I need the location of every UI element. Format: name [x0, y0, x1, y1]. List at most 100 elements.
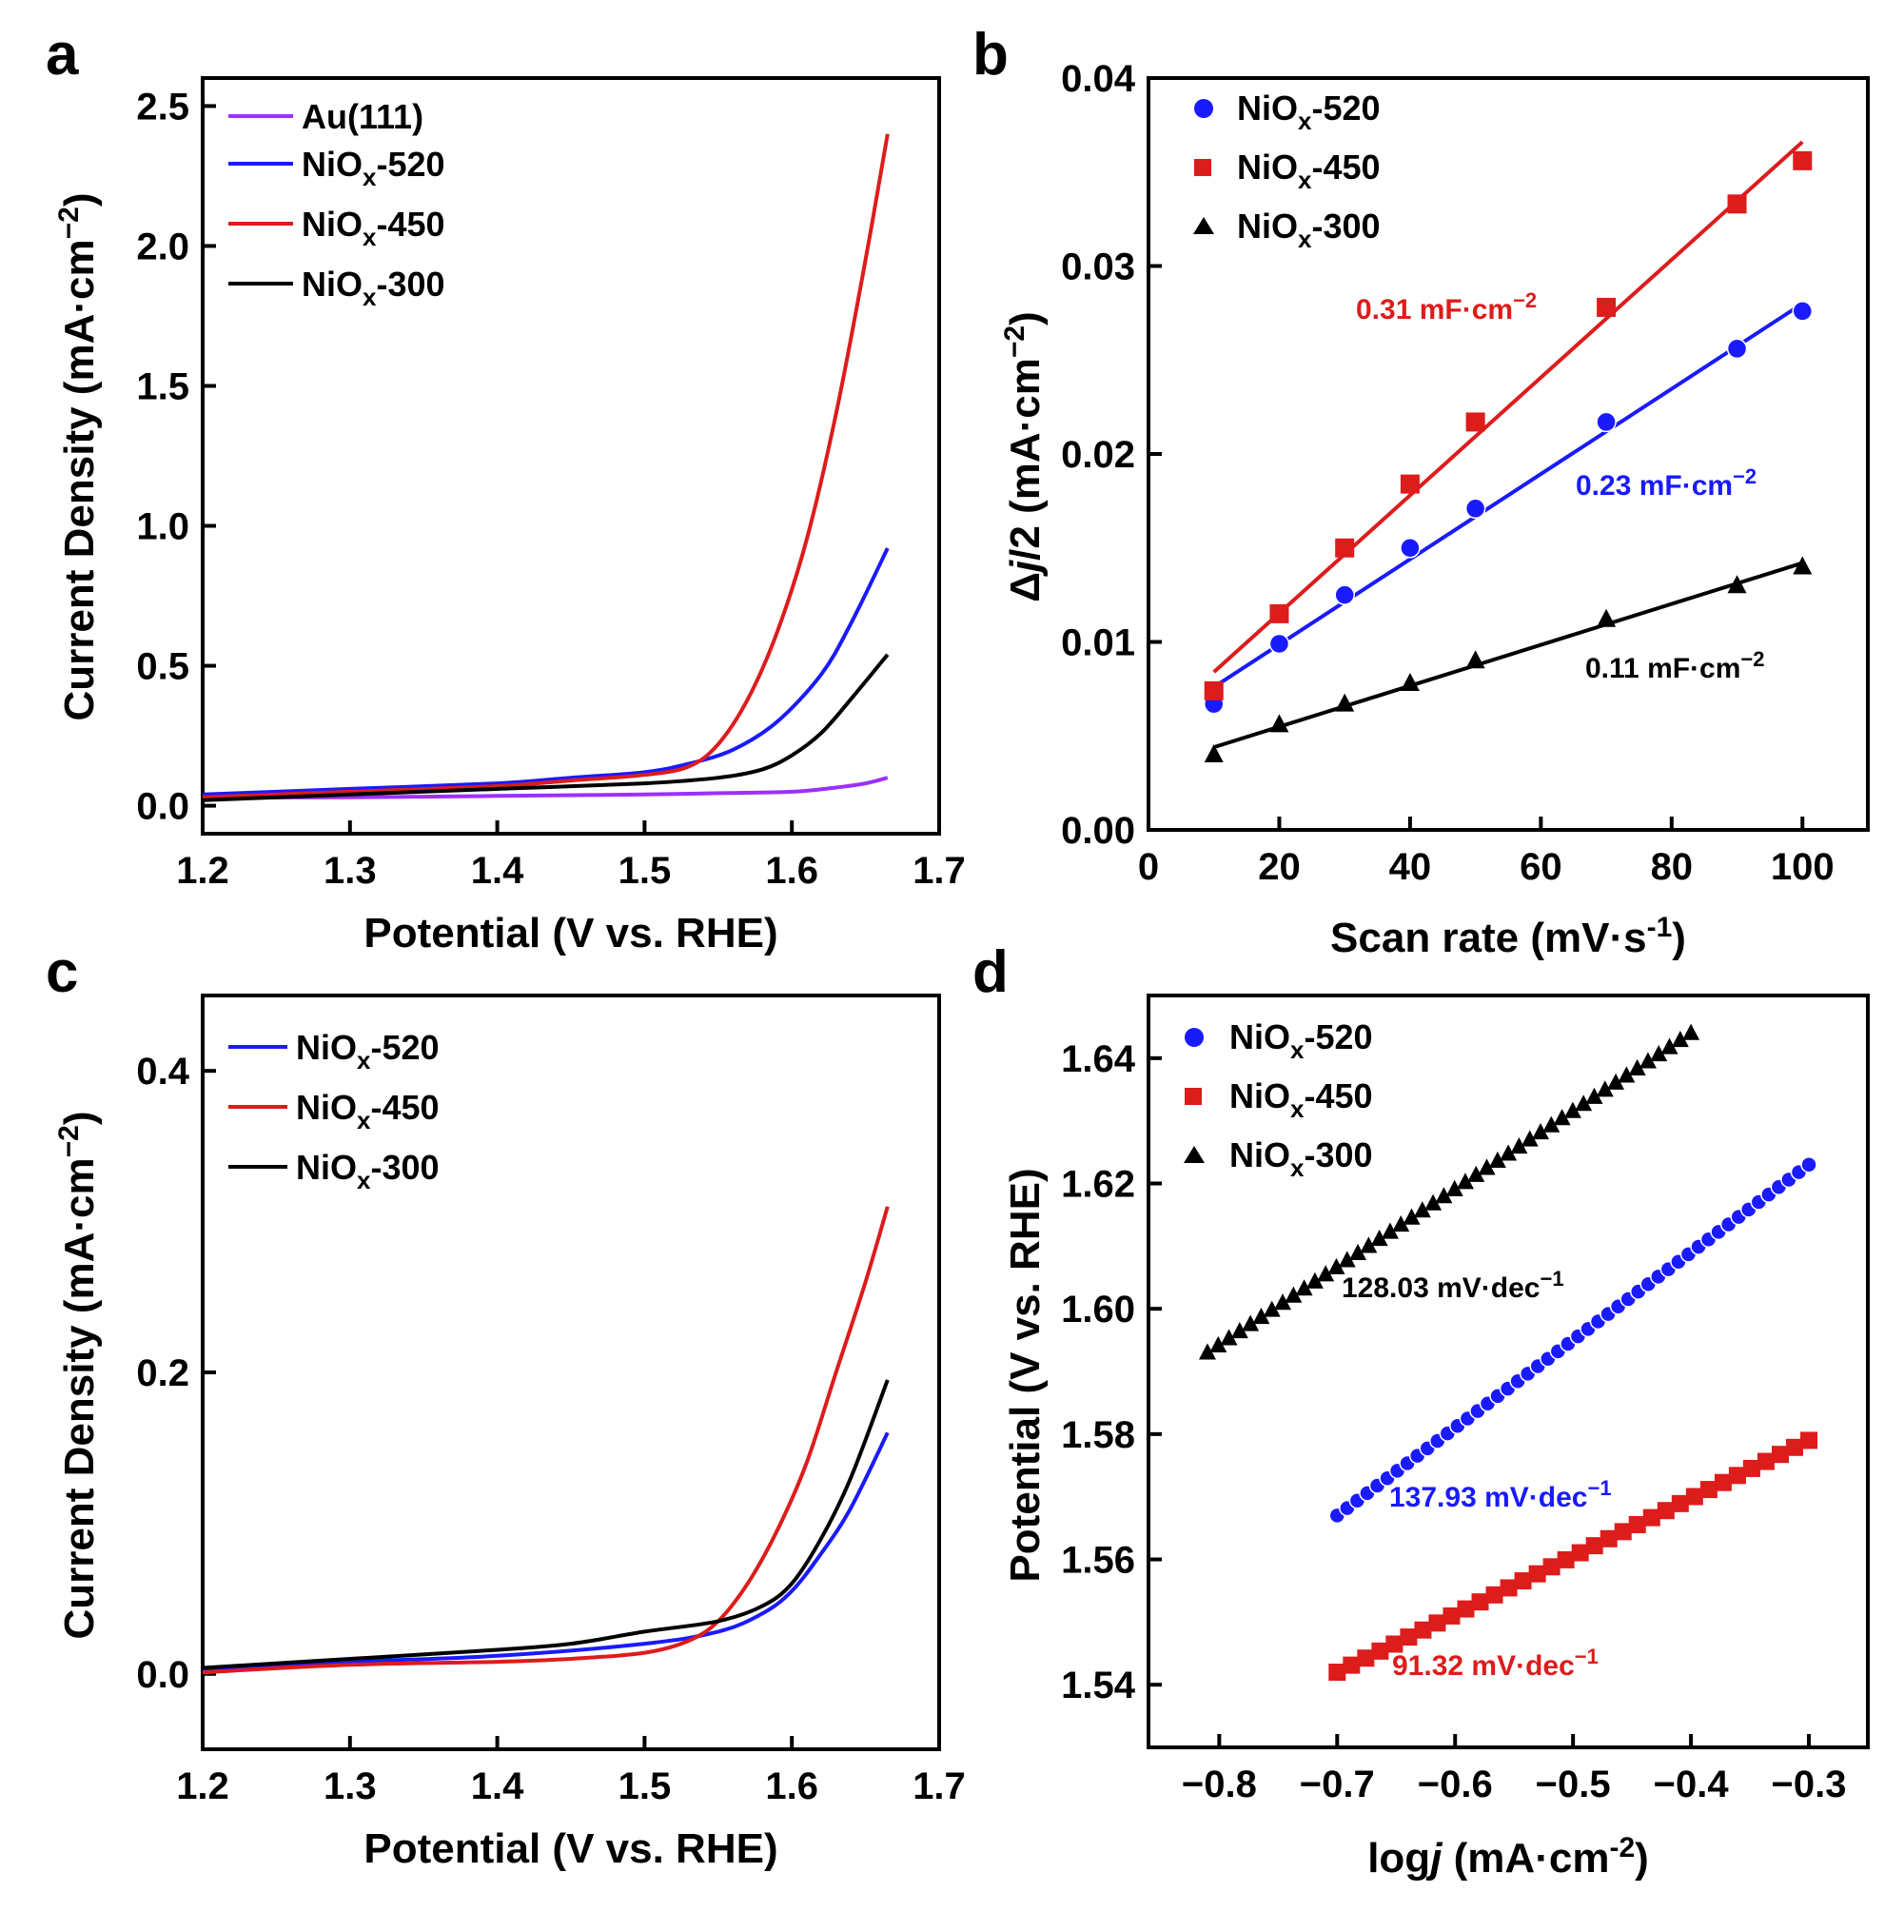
x-tick-label-d-2: −0.6	[1418, 1764, 1493, 1805]
point-d-niox450-25	[1685, 1488, 1703, 1506]
panel-a-xlabel: Potential (V vs. RHE)	[363, 910, 777, 956]
point-d-niox450-2	[1357, 1649, 1375, 1667]
annotation-d-black: 128.03 mV·dec−1	[1342, 1267, 1564, 1304]
point-d-niox450-32	[1786, 1438, 1804, 1456]
point-d-niox300-4	[1242, 1314, 1260, 1331]
legend-label-niox450: NiOx-450	[302, 205, 445, 251]
point-d-niox450-29	[1742, 1459, 1760, 1477]
legend-marker-niox520-b	[1194, 99, 1213, 118]
point-d-niox300-7	[1274, 1293, 1292, 1311]
y-tick-label-d-1: 1.56	[1061, 1540, 1135, 1582]
legend-label-niox300: NiOx-300	[302, 265, 445, 311]
point-d-niox300-6	[1263, 1300, 1281, 1317]
point-d-niox450-23	[1657, 1502, 1675, 1520]
panel-d-ylabel: Potential (V vs. RHE)	[1002, 1168, 1049, 1582]
panel-letter-a: a	[46, 22, 79, 88]
y-tick-label-d-5: 1.64	[1061, 1038, 1136, 1080]
point-d-niox520-47	[1800, 1156, 1817, 1173]
point-d-niox300-38	[1607, 1073, 1625, 1090]
point-d-niox450-28	[1728, 1467, 1746, 1485]
legend-label-niox520-d: NiOx-520	[1229, 1017, 1373, 1064]
point-b-niox520-7	[1792, 301, 1814, 322]
point-d-niox450-3	[1371, 1642, 1389, 1660]
x-tick-label-b-4: 80	[1651, 846, 1694, 888]
point-d-niox450-31	[1771, 1446, 1789, 1464]
panel-d-legend: NiOx-520 NiOx-450 NiOx-300	[1184, 1017, 1373, 1182]
point-d-niox450-22	[1642, 1508, 1660, 1527]
point-b-niox450-3	[1400, 474, 1420, 494]
point-d-niox450-24	[1671, 1494, 1689, 1512]
point-d-niox300-39	[1618, 1066, 1636, 1083]
point-d-niox300-18	[1392, 1215, 1410, 1232]
x-tick-label-b-2: 40	[1389, 846, 1432, 888]
point-d-niox300-5	[1252, 1308, 1270, 1325]
point-d-niox300-27	[1488, 1151, 1506, 1168]
point-d-niox300-23	[1445, 1179, 1463, 1196]
legend-label-niox450-d: NiOx-450	[1229, 1076, 1373, 1123]
y-tick-label-b-3: 0.03	[1061, 246, 1135, 288]
point-b-niox300-4	[1465, 650, 1485, 669]
point-b-niox300-7	[1793, 556, 1813, 575]
point-d-niox450-9	[1457, 1600, 1475, 1618]
y-tick-label-c-0: 0.0	[136, 1654, 189, 1696]
y-tick-label-a-5: 2.5	[136, 86, 189, 128]
panel-b-xlabel: Scan rate (mV·s-1)	[1330, 912, 1686, 961]
x-tick-label-d-1: −0.7	[1300, 1764, 1375, 1805]
annotation-b-red: 0.31 mF·cm−2	[1356, 288, 1537, 325]
x-tick-label-d-4: −0.4	[1654, 1764, 1730, 1805]
x-tick-label-d-0: −0.8	[1182, 1764, 1257, 1805]
panel-b-ticks: 0 20 40 60 80 100 0.00 0.01 0.02 0.03 0.04	[1061, 58, 1835, 888]
panel-d-frame	[1147, 994, 1870, 1749]
point-d-niox450-19	[1600, 1529, 1618, 1548]
point-b-niox450-4	[1465, 412, 1485, 432]
legend-label-niox300-d: NiOx-300	[1229, 1135, 1373, 1182]
point-d-niox300-41	[1639, 1052, 1657, 1069]
legend-label-niox520-c: NiOx-520	[296, 1028, 440, 1074]
panel-c-legend: NiOx-520 NiOx-450 NiOx-300	[228, 1028, 440, 1194]
point-d-niox300-32	[1542, 1115, 1560, 1133]
series-line-a-niox300	[202, 653, 890, 802]
panel-d-xlabel: logj (mA·cm-2)	[1367, 1832, 1649, 1882]
y-tick-label-a-1: 0.5	[136, 646, 189, 688]
x-tick-label-b-1: 20	[1258, 846, 1301, 888]
point-d-niox450-14	[1528, 1565, 1546, 1583]
point-b-niox520-5	[1596, 411, 1617, 433]
point-d-niox300-40	[1628, 1058, 1646, 1076]
point-d-niox300-35	[1575, 1094, 1593, 1112]
panel-a-series	[202, 133, 890, 802]
x-tick-label-c-4: 1.6	[765, 1765, 818, 1807]
y-tick-label-a-2: 1.0	[136, 506, 189, 548]
annotation-d-red: 91.32 mV·dec−1	[1392, 1645, 1599, 1682]
point-d-niox450-30	[1757, 1452, 1775, 1470]
fit-line-b-niox450	[1212, 140, 1804, 674]
point-d-niox450-8	[1443, 1607, 1461, 1625]
x-tick-label-c-2: 1.4	[471, 1765, 524, 1807]
point-d-niox300-20	[1413, 1201, 1431, 1218]
legend-label-au111: Au(111)	[302, 97, 423, 136]
panel-b-frame	[1147, 76, 1870, 832]
point-d-niox300-3	[1230, 1321, 1248, 1339]
point-d-niox300-44	[1671, 1031, 1689, 1048]
point-d-niox300-8	[1285, 1286, 1303, 1303]
panel-c: c 1.2 1.3 1.4 1.5 1.6 1.7 0.0 0.2 0.4 Potential …	[46, 939, 966, 1872]
point-d-niox450-13	[1514, 1572, 1532, 1590]
x-tick-label-a-0: 1.2	[176, 850, 229, 892]
panel-a-frame	[201, 76, 941, 836]
point-d-niox450-33	[1800, 1431, 1818, 1449]
point-d-niox300-1	[1209, 1335, 1227, 1352]
point-d-niox300-22	[1435, 1187, 1453, 1204]
annotation-b-blue: 0.23 mF·cm−2	[1576, 464, 1757, 502]
point-d-niox300-31	[1532, 1123, 1550, 1140]
legend-label-niox520-b: NiOx-520	[1237, 89, 1381, 135]
fit-line-b-niox520	[1212, 302, 1804, 689]
point-b-niox300-5	[1597, 608, 1617, 627]
series-line-c-niox520	[202, 1431, 890, 1671]
x-tick-label-a-5: 1.7	[913, 850, 966, 892]
panel-letter-b: b	[972, 22, 1009, 88]
point-d-niox300-29	[1510, 1136, 1528, 1154]
point-d-niox450-5	[1400, 1628, 1418, 1646]
point-d-niox300-10	[1305, 1272, 1324, 1289]
panel-d-ticks: −0.8 −0.7 −0.6 −0.5 −0.4 −0.3 1.54 1.56 1.58 1.60…	[1061, 1038, 1846, 1805]
point-d-niox450-11	[1485, 1586, 1503, 1604]
